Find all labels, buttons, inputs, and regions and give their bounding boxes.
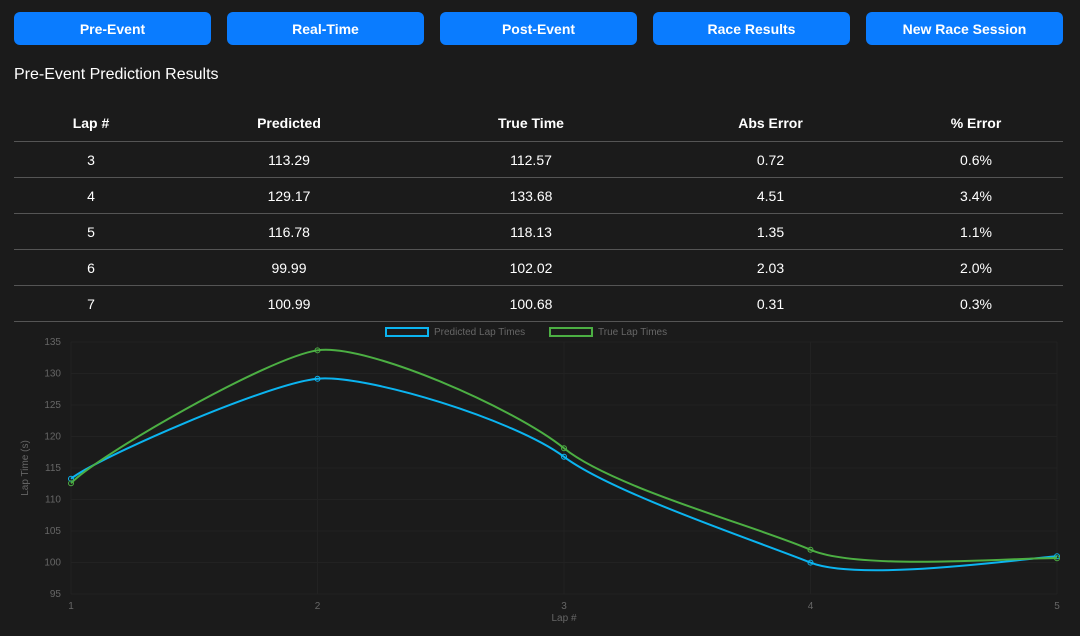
legend-swatch (549, 327, 593, 337)
y-tick-label: 115 (45, 463, 61, 474)
pre-event-button[interactable]: Pre-Event (14, 12, 211, 45)
table-cell: 112.57 (410, 141, 652, 178)
y-tick-label: 100 (44, 558, 61, 569)
table-row: 3 113.29 112.57 0.72 0.6% (14, 141, 1063, 178)
table-cell: 2.0% (889, 249, 1063, 286)
data-point (561, 445, 567, 452)
y-tick-label: 130 (44, 369, 61, 380)
table-cell: 3.4% (889, 177, 1063, 214)
table-cell: 113.29 (168, 141, 410, 178)
table-cell: 0.31 (652, 285, 889, 322)
legend-label: True Lap Times (598, 327, 667, 338)
new-race-session-button[interactable]: New Race Session (866, 12, 1063, 45)
data-point (807, 546, 814, 553)
lap-time-chart: 95 100 105 110 115 120 125 130 135 1 2 3 4 5 Lap # Lap … (20, 327, 1060, 624)
data-point (68, 480, 74, 487)
table-row: 5 116.78 118.13 1.35 1.1% (14, 213, 1063, 250)
y-tick-label: 125 (44, 400, 61, 411)
y-tick-label: 105 (44, 526, 61, 537)
series-line-0 (70, 377, 1058, 572)
table-row: 6 99.99 102.02 2.03 2.0% (14, 249, 1063, 286)
table-cell: 6 (14, 249, 168, 286)
table-cell: 7 (14, 285, 168, 322)
table-cell: 0.6% (889, 141, 1063, 178)
table-row: 7 100.99 100.68 0.31 0.3% (14, 285, 1063, 322)
x-tick-label: 5 (1054, 601, 1060, 612)
header-true-time: True Time (410, 104, 652, 142)
table-cell: 100.68 (410, 285, 652, 322)
table-cell: 129.17 (168, 177, 410, 214)
y-tick-label: 120 (44, 432, 61, 443)
table-cell: 99.99 (168, 249, 410, 286)
x-tick-label: 4 (808, 601, 814, 612)
legend-label: Predicted Lap Times (434, 327, 525, 338)
header-lap: Lap # (14, 104, 168, 142)
post-event-button[interactable]: Post-Event (440, 12, 637, 45)
data-point (561, 453, 567, 460)
table-cell: 2.03 (652, 249, 889, 286)
real-time-button[interactable]: Real-Time (227, 12, 424, 45)
series-line-1 (70, 348, 1058, 563)
table-cell: 116.78 (168, 213, 410, 250)
table-cell: 3 (14, 141, 168, 178)
table-cell: 133.68 (410, 177, 652, 214)
y-tick-label: 135 (44, 337, 61, 348)
table-cell: 100.99 (168, 285, 410, 322)
header-abs-error: Abs Error (652, 104, 889, 142)
y-tick-label: 110 (45, 495, 61, 506)
page-title: Pre-Event Prediction Results (14, 66, 219, 83)
data-point (314, 375, 321, 382)
x-axis-label: Lap # (551, 613, 576, 624)
x-tick-label: 1 (68, 601, 74, 612)
table-cell: 4 (14, 177, 168, 214)
table-cell: 118.13 (410, 213, 652, 250)
data-point (1054, 553, 1060, 560)
legend-swatch (385, 327, 429, 337)
x-tick-label: 2 (315, 601, 321, 612)
table-cell: 1.35 (652, 213, 889, 250)
header-pct-error: % Error (889, 104, 1063, 142)
table-cell: 4.51 (652, 177, 889, 214)
results-table: Lap # Predicted True Time Abs Error % Er… (14, 104, 1063, 322)
data-point (807, 559, 814, 566)
table-header-row: Lap # Predicted True Time Abs Error % Er… (14, 104, 1063, 142)
table-row: 4 129.17 133.68 4.51 3.4% (14, 177, 1063, 214)
header-predicted: Predicted (168, 104, 410, 142)
x-tick-label: 3 (561, 601, 567, 612)
y-tick-label: 95 (50, 589, 62, 600)
table-cell: 102.02 (410, 249, 652, 286)
y-axis-label: Lap Time (s) (20, 440, 31, 496)
data-point (314, 347, 321, 354)
table-cell: 0.3% (889, 285, 1063, 322)
table-cell: 1.1% (889, 213, 1063, 250)
data-point (1054, 555, 1060, 562)
table-cell: 0.72 (652, 141, 889, 178)
race-results-button[interactable]: Race Results (653, 12, 850, 45)
table-cell: 5 (14, 213, 168, 250)
